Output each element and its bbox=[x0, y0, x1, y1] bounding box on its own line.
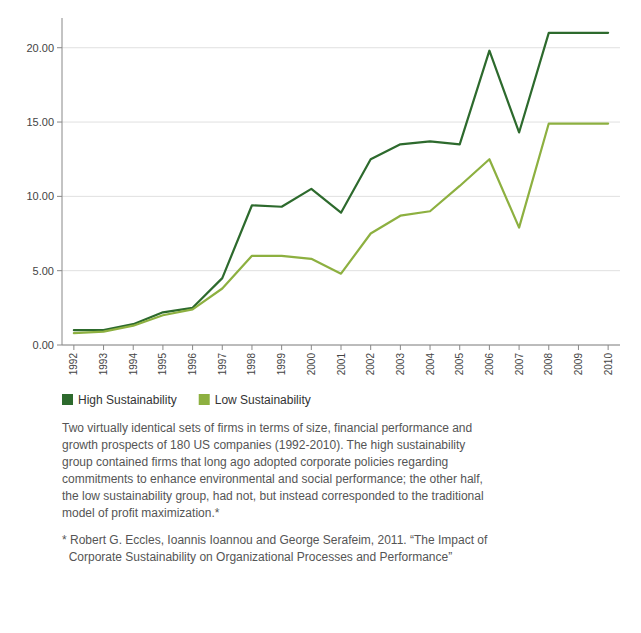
x-tick bbox=[459, 345, 460, 350]
series-line bbox=[74, 124, 608, 334]
annotation-line: the low sustainability group, had not, b… bbox=[62, 489, 484, 503]
x-tick-label: 2000 bbox=[306, 353, 317, 376]
y-tick bbox=[57, 47, 62, 48]
annotation-line: Two virtually identical sets of firms in… bbox=[62, 421, 472, 435]
legend-swatch bbox=[199, 394, 210, 405]
x-tick bbox=[222, 345, 223, 350]
grid-line bbox=[62, 47, 620, 48]
x-tick-label: 2004 bbox=[425, 353, 436, 376]
legend-label: High Sustainability bbox=[78, 393, 177, 407]
x-tick bbox=[133, 345, 134, 350]
chart: 0.00 5.00 10.00 15.00 20.00 1992 1993 1994 1995 1… bbox=[0, 0, 641, 633]
x-tick-label: 1996 bbox=[187, 353, 198, 376]
axes: 0.00 5.00 10.00 15.00 20.00 1992 1993 1994 1995 1… bbox=[26, 18, 620, 375]
x-tick-label: 1994 bbox=[128, 353, 139, 376]
grid-line bbox=[62, 122, 620, 123]
x-tick-label: 2002 bbox=[365, 353, 376, 376]
annotation-line: * Robert G. Eccles, Ioannis Ioannou and … bbox=[62, 533, 488, 547]
y-tick-label: 20.00 bbox=[26, 42, 54, 54]
x-tick bbox=[519, 345, 520, 350]
y-axis-line bbox=[62, 18, 63, 345]
x-tick bbox=[430, 345, 431, 350]
x-tick-label: 2007 bbox=[514, 353, 525, 376]
y-tick-label: 5.00 bbox=[33, 265, 54, 277]
y-tick bbox=[57, 345, 62, 346]
plot-area bbox=[74, 33, 608, 333]
x-tick bbox=[341, 345, 342, 350]
x-tick bbox=[400, 345, 401, 350]
annotation-line: commitments to enhance environmental and… bbox=[62, 472, 483, 486]
x-tick-label: 2010 bbox=[603, 353, 614, 376]
x-tick bbox=[489, 345, 490, 350]
legend: High Sustainability Low Sustainability bbox=[62, 393, 311, 407]
x-tick bbox=[162, 345, 163, 350]
x-tick-label: 1993 bbox=[98, 353, 109, 376]
x-tick-label: 2001 bbox=[336, 353, 347, 376]
y-tick-label: 0.00 bbox=[33, 339, 54, 351]
x-tick-label: 2003 bbox=[395, 353, 406, 376]
x-tick bbox=[73, 345, 74, 350]
annotation-line: group contained firms that long ago adop… bbox=[62, 455, 448, 469]
y-tick bbox=[57, 270, 62, 271]
x-tick bbox=[281, 345, 282, 350]
x-tick-label: 1999 bbox=[276, 353, 287, 376]
x-tick bbox=[251, 345, 252, 350]
x-tick-label: 2008 bbox=[543, 353, 554, 376]
annotations: Two virtually identical sets of firms in… bbox=[62, 421, 488, 564]
x-tick bbox=[103, 345, 104, 350]
x-tick-label: 2005 bbox=[454, 353, 465, 376]
x-tick bbox=[192, 345, 193, 350]
x-tick bbox=[370, 345, 371, 350]
grid-line bbox=[62, 196, 620, 197]
x-tick-label: 1995 bbox=[157, 353, 168, 376]
legend-swatch bbox=[62, 394, 73, 405]
annotation-line: Corporate Sustainability on Organization… bbox=[62, 550, 452, 564]
legend-label: Low Sustainability bbox=[215, 393, 311, 407]
y-tick bbox=[57, 122, 62, 123]
grid bbox=[62, 48, 620, 345]
x-tick-label: 2009 bbox=[573, 353, 584, 376]
annotation-line: model of profit maximization.* bbox=[62, 506, 220, 520]
x-tick-label: 1997 bbox=[217, 353, 228, 376]
grid-line bbox=[62, 270, 620, 271]
y-tick-label: 15.00 bbox=[26, 116, 54, 128]
x-tick-label: 2006 bbox=[484, 353, 495, 376]
x-tick-label: 1998 bbox=[246, 353, 257, 376]
y-tick bbox=[57, 196, 62, 197]
x-tick bbox=[311, 345, 312, 350]
annotation-line: growth prospects of 180 US companies (19… bbox=[62, 438, 465, 452]
x-tick-label: 1992 bbox=[68, 353, 79, 376]
x-tick bbox=[578, 345, 579, 350]
x-tick bbox=[548, 345, 549, 350]
x-tick bbox=[608, 345, 609, 350]
series-line bbox=[74, 33, 608, 330]
y-tick-label: 10.00 bbox=[26, 190, 54, 202]
